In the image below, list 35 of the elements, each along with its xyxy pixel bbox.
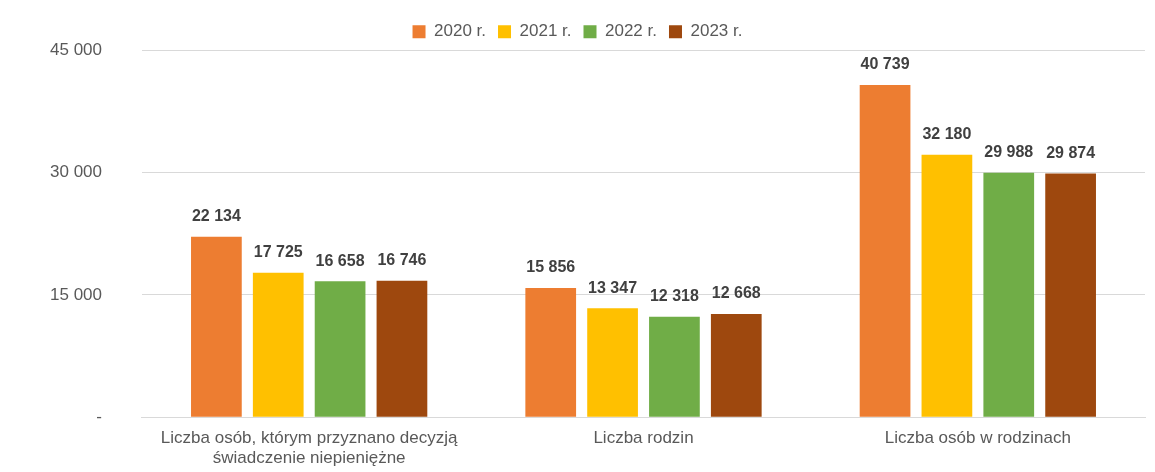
data-label: 29 874 <box>1046 143 1096 161</box>
data-label: 40 739 <box>860 55 910 73</box>
y-tick-label: 30 000 <box>50 162 102 182</box>
data-label: 32 180 <box>922 125 972 143</box>
data-label: 12 318 <box>649 287 699 305</box>
bar <box>649 316 700 417</box>
data-label: 17 725 <box>253 243 303 261</box>
bar <box>859 84 911 417</box>
bar <box>314 281 366 417</box>
y-tick-label: 15 000 <box>50 284 102 304</box>
data-label: 12 668 <box>711 284 761 302</box>
x-tick-label: Liczba rodzin <box>593 428 694 448</box>
bar <box>525 287 577 417</box>
data-label: 16 658 <box>315 251 365 269</box>
legend-label: 2020 r. <box>434 21 487 41</box>
bar <box>921 154 973 417</box>
bar <box>983 172 1035 417</box>
data-label: 13 347 <box>588 278 638 296</box>
x-tick-label: Liczba osób w rodzinach <box>884 428 1071 448</box>
data-label: 29 988 <box>984 143 1034 161</box>
y-tick-label: 45 000 <box>50 39 102 59</box>
bar <box>710 313 762 417</box>
bar <box>587 308 638 417</box>
legend-label: 2023 r. <box>690 21 743 41</box>
legend-label: 2022 r. <box>605 21 657 41</box>
x-tick-label: Liczba osób, którym przyznano decyzją świadczenie niepieniężne <box>160 428 459 468</box>
bar <box>252 272 304 417</box>
bar <box>1045 173 1096 417</box>
legend-label: 2021 r. <box>519 21 572 41</box>
bar <box>376 280 428 417</box>
data-label: 16 746 <box>377 251 427 269</box>
bar <box>191 236 242 417</box>
data-label: 22 134 <box>191 207 241 225</box>
y-tick-label: - <box>96 406 102 426</box>
data-label: 15 856 <box>526 258 576 276</box>
